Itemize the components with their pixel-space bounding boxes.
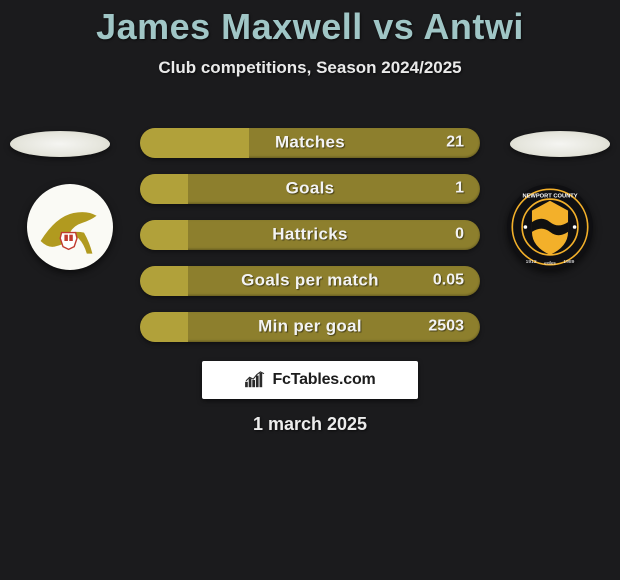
newport-crest-icon: NEWPORT COUNTY 1912 1989 exiles <box>509 186 591 268</box>
svg-text:1912: 1912 <box>526 259 537 265</box>
stat-row-min-per-goal: Min per goal 2503 <box>140 312 480 342</box>
stat-value: 0 <box>455 226 464 244</box>
brand-text: FcTables.com <box>272 371 375 389</box>
left-club-badge <box>27 184 113 270</box>
left-ellipse-decoration <box>10 131 110 157</box>
stat-value: 0.05 <box>433 272 464 290</box>
stat-label: Hattricks <box>140 225 480 245</box>
date-label: 1 march 2025 <box>0 414 620 435</box>
stat-label: Goals per match <box>140 271 480 291</box>
right-ellipse-decoration <box>510 131 610 157</box>
page-title: James Maxwell vs Antwi <box>0 6 620 48</box>
stat-row-hattricks: Hattricks 0 <box>140 220 480 250</box>
stats-bars: Matches 21 Goals 1 Hattricks 0 Goals per… <box>140 128 480 358</box>
comparison-card: { "header": { "title": "James Maxwell vs… <box>0 6 620 580</box>
stat-row-matches: Matches 21 <box>140 128 480 158</box>
right-club-badge: NEWPORT COUNTY 1912 1989 exiles <box>507 184 593 270</box>
stat-row-goals-per-match: Goals per match 0.05 <box>140 266 480 296</box>
doncaster-crest-icon <box>35 192 105 262</box>
stat-value: 2503 <box>428 318 464 336</box>
page-subtitle: Club competitions, Season 2024/2025 <box>0 58 620 78</box>
svg-text:1989: 1989 <box>563 259 574 265</box>
svg-text:exiles: exiles <box>544 261 556 266</box>
stat-value: 1 <box>455 180 464 198</box>
brand-badge[interactable]: FcTables.com <box>202 361 418 399</box>
stat-row-goals: Goals 1 <box>140 174 480 204</box>
fctables-logo-icon <box>244 371 266 389</box>
stat-value: 21 <box>446 134 464 152</box>
svg-text:NEWPORT COUNTY: NEWPORT COUNTY <box>522 193 577 199</box>
stat-label: Goals <box>140 179 480 199</box>
stat-label: Matches <box>140 133 480 153</box>
